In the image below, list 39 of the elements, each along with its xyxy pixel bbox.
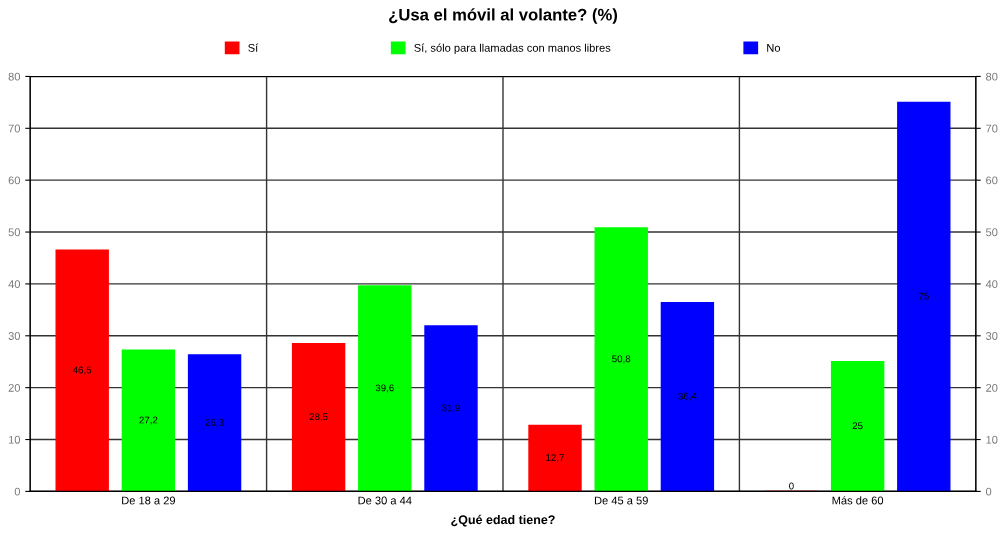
data-label: 0 (789, 482, 794, 490)
y-tick-label: 70 (8, 124, 21, 133)
data-label: 26,3 (205, 418, 224, 427)
legend-label: Sí, sólo para llamadas con manos libres (414, 43, 611, 54)
y2-tick-label: 0 (985, 487, 992, 496)
data-label: 75 (918, 292, 929, 300)
y-tick-label: 50 (8, 228, 21, 237)
y-tick-label: 20 (8, 383, 21, 392)
y-tick-label: 10 (8, 435, 21, 444)
data-label: 46,5 (72, 366, 92, 375)
x-tick-label: De 30 a 44 (358, 496, 412, 505)
y2-tick-label: 70 (986, 124, 998, 133)
data-label: 27,2 (139, 416, 158, 425)
data-label: 12,7 (546, 454, 564, 463)
x-axis-title: ¿Qué edad tiene? (451, 514, 555, 527)
y2-tick-label: 10 (986, 435, 998, 444)
y-tick-label: 60 (8, 176, 21, 185)
y-tick-label: 0 (14, 487, 21, 496)
data-label: 31,9 (441, 404, 460, 413)
data-label: 39,6 (375, 384, 394, 393)
chart-title: ¿Usa el móvil al volante? (%) (389, 8, 618, 24)
y-tick-label: 40 (8, 280, 21, 289)
y2-tick-label: 60 (986, 176, 998, 185)
data-label: 36,4 (678, 392, 697, 401)
x-tick-label: Más de 60 (832, 496, 884, 505)
x-tick-label: De 18 a 29 (122, 496, 176, 505)
y2-tick-label: 80 (986, 72, 998, 81)
y2-tick-label: 40 (985, 280, 998, 289)
data-label: 25 (852, 422, 863, 430)
legend-label: Sí (248, 43, 259, 52)
data-label: 28,5 (309, 413, 328, 422)
y2-tick-label: 30 (985, 332, 998, 340)
x-tick-label: De 45 a 59 (594, 496, 648, 505)
y-tick-label: 30 (8, 332, 21, 340)
legend-label: No (767, 44, 781, 52)
data-label: 50,8 (612, 355, 631, 364)
y2-tick-label: 50 (985, 228, 998, 237)
y2-tick-label: 20 (986, 383, 998, 392)
y-tick-label: 80 (8, 72, 21, 81)
